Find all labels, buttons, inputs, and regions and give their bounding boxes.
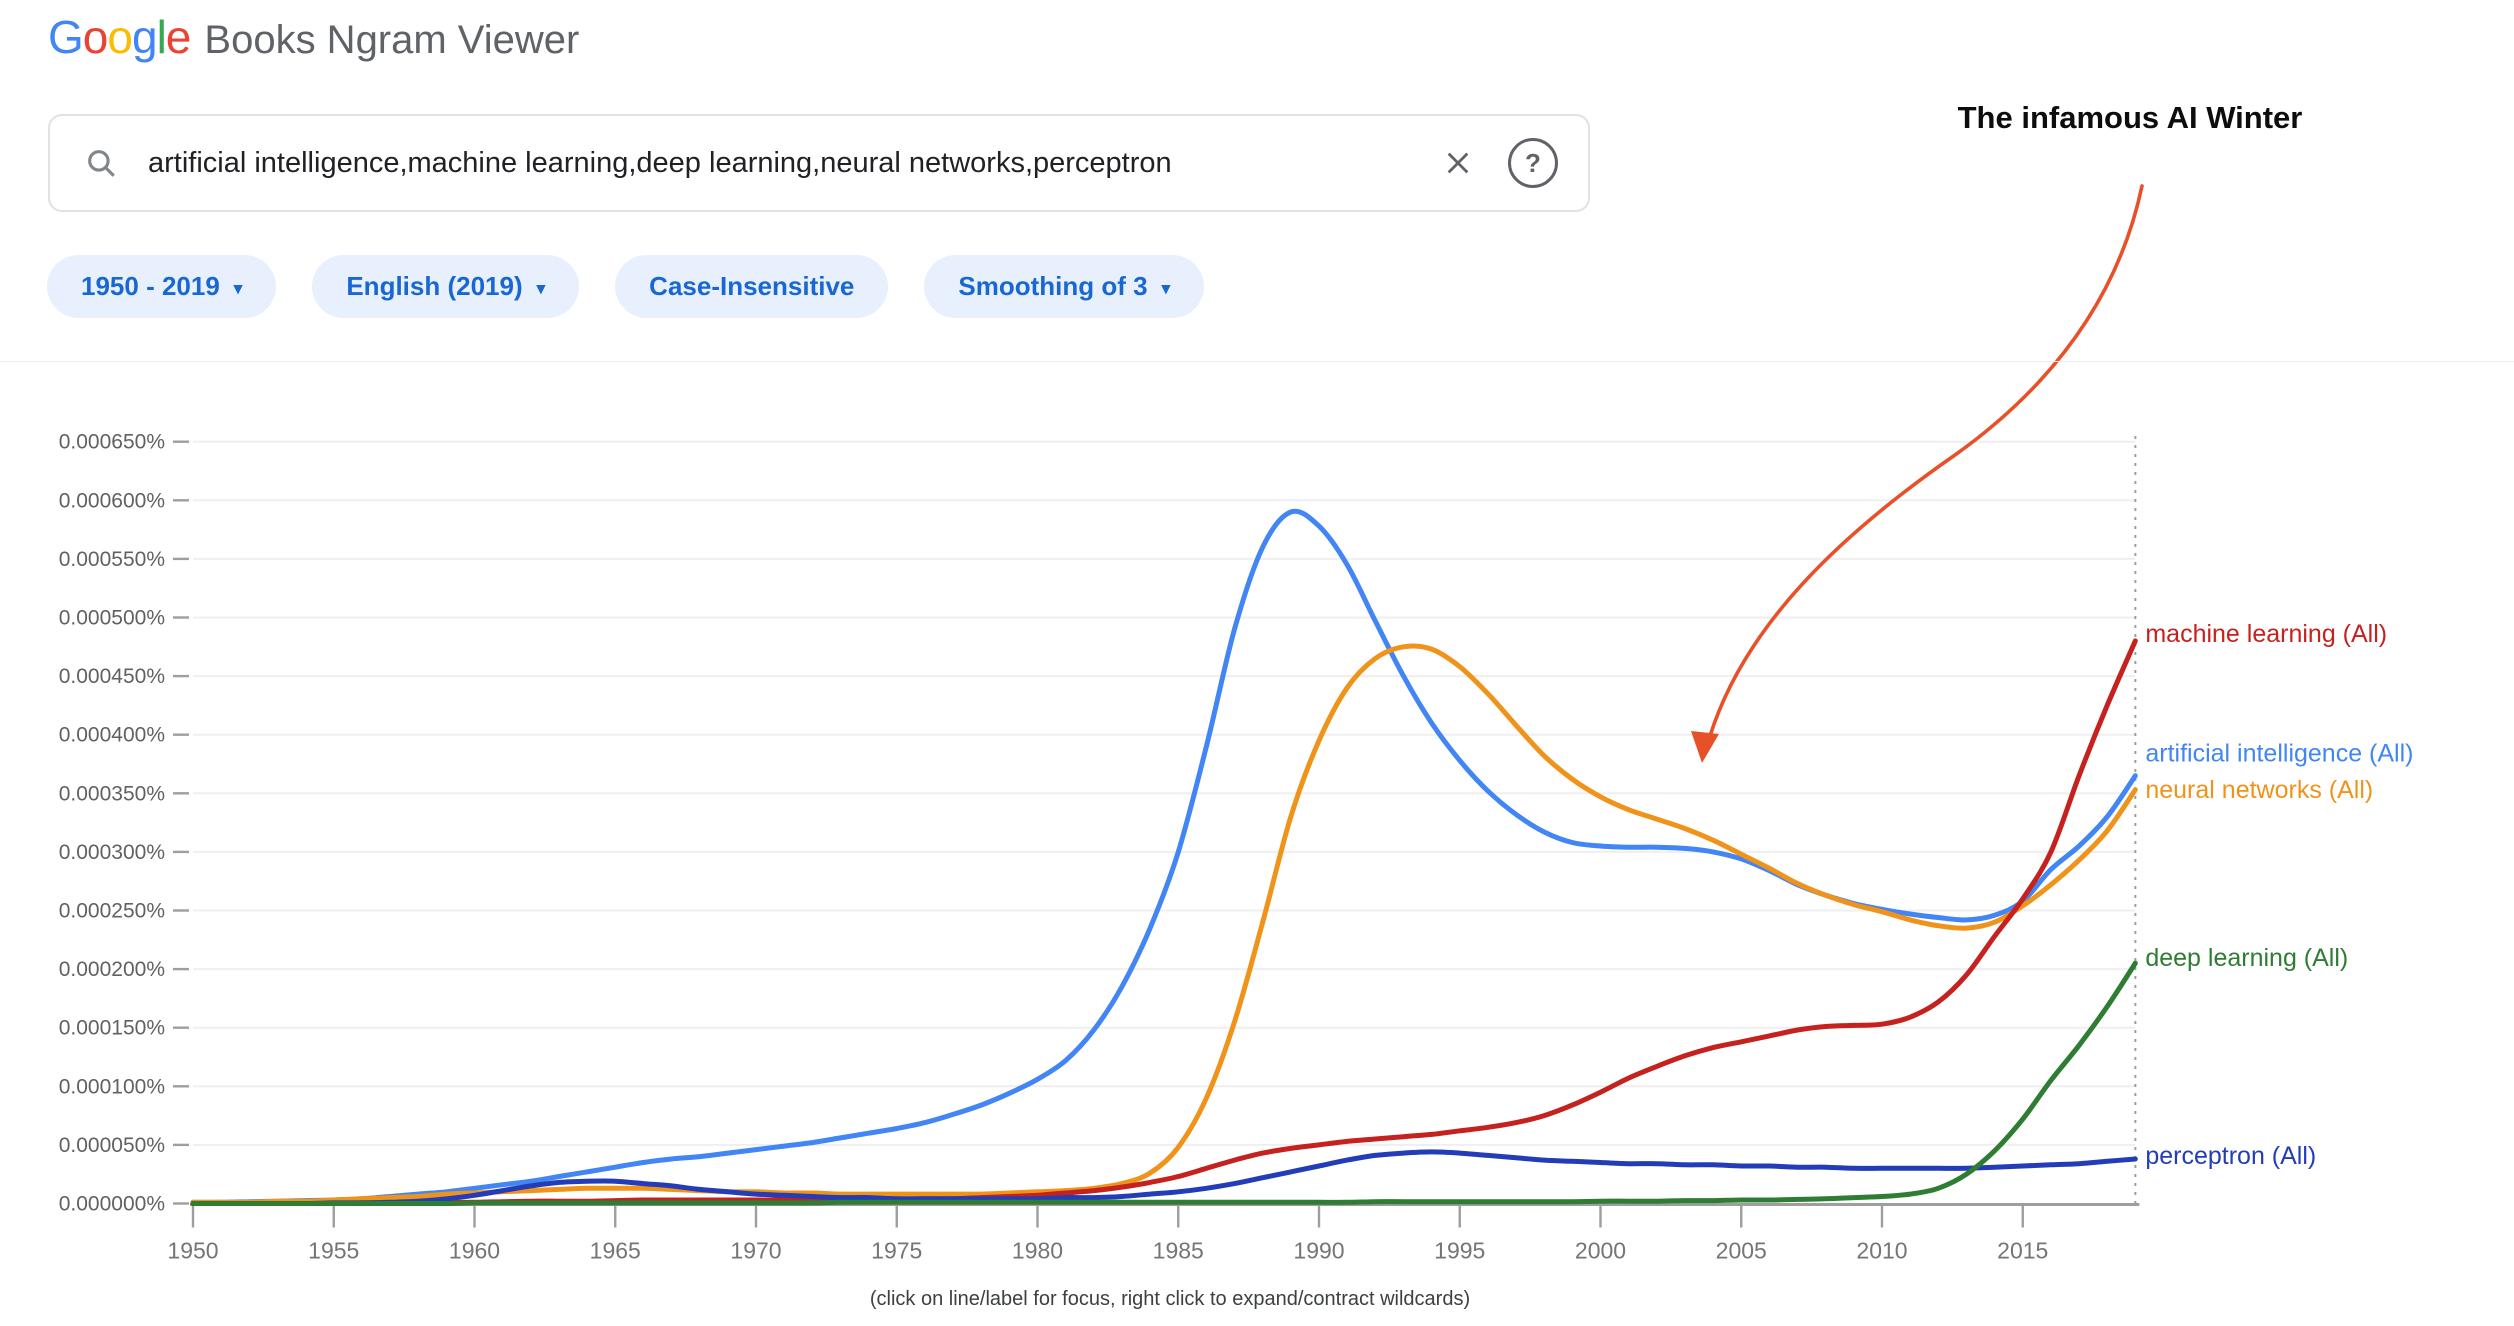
filter-chip-label: 1950 - 2019 xyxy=(81,271,220,301)
filter-chip-case-insensitive[interactable]: Case-Insensitive xyxy=(615,255,889,318)
x-axis-label: 1990 xyxy=(1293,1238,1344,1264)
series-line-perceptron-all-[interactable] xyxy=(190,1149,2138,1207)
chart-hint-text: (click on line/label for focus, right cl… xyxy=(869,1288,1471,1310)
x-axis-label: 1980 xyxy=(1012,1238,1063,1264)
y-axis-label: 0.000550% xyxy=(59,548,165,571)
filter-chip-1950-2019[interactable]: 1950 - 2019 ▾ xyxy=(47,255,277,318)
x-axis-label: 1960 xyxy=(449,1238,500,1264)
y-axis-label: 0.000200% xyxy=(59,958,165,981)
chevron-down-icon: ▾ xyxy=(536,278,546,298)
page-title: Books Ngram Viewer xyxy=(204,18,580,62)
x-axis-label: 1970 xyxy=(730,1238,781,1264)
annotation-arrowhead xyxy=(1691,731,1719,763)
y-axis-label: 0.000250% xyxy=(59,900,165,923)
search-icon xyxy=(84,146,118,180)
logo-letter: o xyxy=(82,11,109,63)
x-axis-label: 2010 xyxy=(1856,1238,1907,1264)
y-axis-label: 0.000050% xyxy=(59,1134,165,1157)
filter-chip-label: English (2019) xyxy=(346,271,523,301)
app-logo[interactable]: Google Books Ngram Viewer xyxy=(48,10,579,64)
logo-letter: g xyxy=(131,11,158,63)
x-axis-label: 1965 xyxy=(590,1238,641,1264)
header-divider xyxy=(0,361,2514,362)
chevron-down-icon: ▾ xyxy=(1161,278,1171,298)
filter-chip-label: Smoothing of 3 xyxy=(958,271,1148,301)
series-line-artificial-intelligence-all-[interactable] xyxy=(190,508,2138,1205)
y-axis-label: 0.000300% xyxy=(59,841,165,864)
annotation-arrow-line xyxy=(1708,184,2144,738)
series-label-neural-networks-all-[interactable]: neural networks (All) xyxy=(2145,776,2373,804)
logo-letter: G xyxy=(48,11,84,63)
filter-chip-label: Case-Insensitive xyxy=(649,271,855,301)
series-line-neural-networks-all-[interactable] xyxy=(190,643,2138,1205)
x-axis-label: 1985 xyxy=(1153,1238,1204,1264)
x-axis-label: 1975 xyxy=(871,1238,922,1264)
logo-letter: e xyxy=(165,11,192,63)
series-line-deep-learning-all-[interactable] xyxy=(190,960,2138,1207)
logo-letter: l xyxy=(156,11,167,63)
series-label-perceptron-all-[interactable]: perceptron (All) xyxy=(2145,1142,2316,1170)
help-icon[interactable]: ? xyxy=(1508,138,1558,188)
clear-search-icon[interactable] xyxy=(1442,147,1474,179)
y-axis-label: 0.000500% xyxy=(59,607,165,630)
filter-chips: 1950 - 2019 ▾ English (2019) ▾ Case-Insensit… xyxy=(47,255,1205,318)
series-label-machine-learning-all-[interactable]: machine learning (All) xyxy=(2145,620,2387,648)
x-axis-label: 2015 xyxy=(1997,1238,2048,1264)
x-axis-label: 2000 xyxy=(1575,1238,1626,1264)
series-label-artificial-intelligence-all-[interactable]: artificial intelligence (All) xyxy=(2145,740,2413,768)
y-axis-label: 0.000650% xyxy=(59,431,165,454)
chevron-down-icon: ▾ xyxy=(233,278,243,298)
series-label-deep-learning-all-[interactable]: deep learning (All) xyxy=(2145,944,2348,972)
logo-letter: o xyxy=(107,11,133,63)
x-axis-label: 2005 xyxy=(1716,1238,1767,1264)
search-input[interactable] xyxy=(146,145,1432,181)
y-axis-label: 0.000600% xyxy=(59,489,165,512)
y-axis-label: 0.000100% xyxy=(59,1075,165,1098)
filter-chip-english-2019-[interactable]: English (2019) ▾ xyxy=(312,255,580,318)
y-axis-label: 0.000450% xyxy=(59,665,165,688)
annotation-ai-winter: The infamous AI Winter xyxy=(1957,100,2303,135)
google-logo: Google xyxy=(48,10,192,64)
x-axis-label: 1995 xyxy=(1434,1238,1485,1264)
y-axis-label: 0.000150% xyxy=(59,1017,165,1040)
y-axis-label: 0.000350% xyxy=(59,782,165,805)
series-line-machine-learning-all-[interactable] xyxy=(190,638,2138,1207)
y-axis-label: 0.000400% xyxy=(59,724,165,747)
filter-chip-smoothing-of-3[interactable]: Smoothing of 3 ▾ xyxy=(924,255,1205,318)
ngram-search-box[interactable]: ? xyxy=(48,114,1590,212)
x-axis-label: 1955 xyxy=(308,1238,359,1264)
y-axis-label: 0.000000% xyxy=(59,1193,165,1216)
x-axis-label: 1950 xyxy=(167,1238,218,1264)
